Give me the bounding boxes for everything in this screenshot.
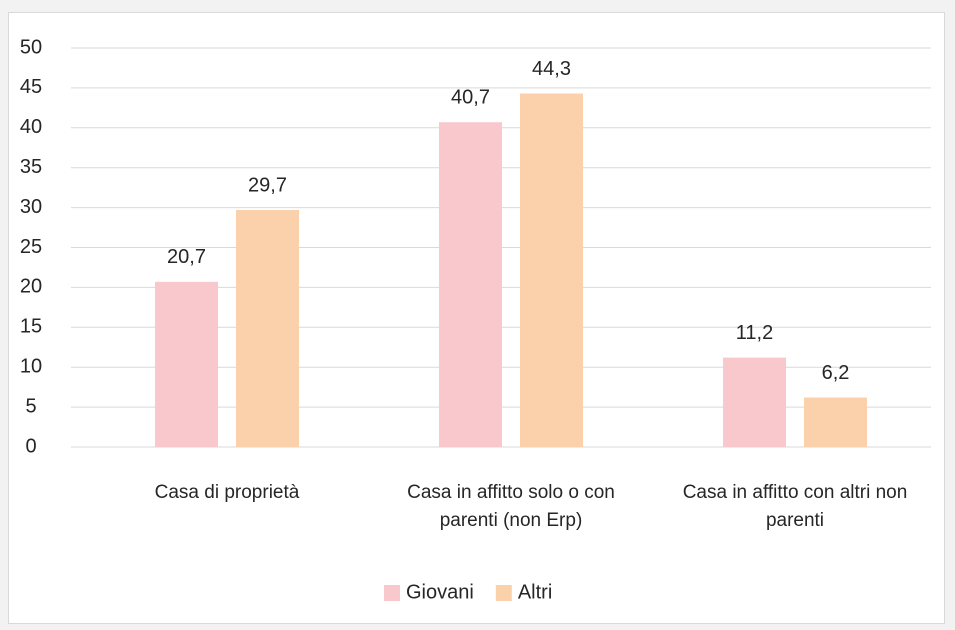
bar — [804, 397, 867, 447]
legend-swatch — [384, 585, 400, 601]
y-tick-label: 35 — [20, 156, 42, 178]
bar — [236, 209, 299, 447]
bar — [723, 357, 786, 447]
data-label: 40,7 — [451, 86, 490, 108]
y-tick-label: 20 — [20, 276, 42, 298]
data-label: 29,7 — [248, 174, 287, 196]
data-label: 11,2 — [736, 322, 773, 344]
y-tick-label: 45 — [20, 76, 42, 98]
legend-label: Giovani — [406, 581, 474, 603]
y-tick-label: 10 — [20, 355, 42, 377]
bar — [439, 122, 502, 448]
data-label: 20,7 — [167, 246, 206, 268]
y-tick-label: 0 — [25, 435, 36, 457]
legend-swatch — [495, 585, 512, 601]
x-tick-label: Casa in affitto solo o con parenti (non … — [407, 482, 615, 531]
bar — [155, 281, 218, 447]
x-tick-label: Casa in affitto con altri non parenti — [682, 482, 908, 531]
chart: 0 5 10 15 20 25 30 35 40 45 50 20,7 29,7 40,7 44,3 11,2… — [20, 36, 931, 603]
data-label: 44,3 — [532, 58, 571, 80]
data-label: 6,2 — [822, 362, 850, 384]
y-tick-label: 40 — [20, 116, 42, 138]
bar — [520, 93, 583, 448]
y-tick-label: 50 — [20, 36, 42, 58]
y-tick-label: 5 — [25, 395, 36, 417]
chart-frame: 0 5 10 15 20 25 30 35 40 45 50 20,7 29,7 40,7 44,3 11,2… — [8, 12, 945, 624]
y-tick-label: 30 — [20, 196, 42, 218]
x-tick-label: Casa di proprietà — [154, 482, 300, 503]
y-tick-label: 15 — [20, 316, 42, 338]
y-tick-label: 25 — [20, 236, 42, 258]
legend-label: Altri — [518, 581, 552, 603]
